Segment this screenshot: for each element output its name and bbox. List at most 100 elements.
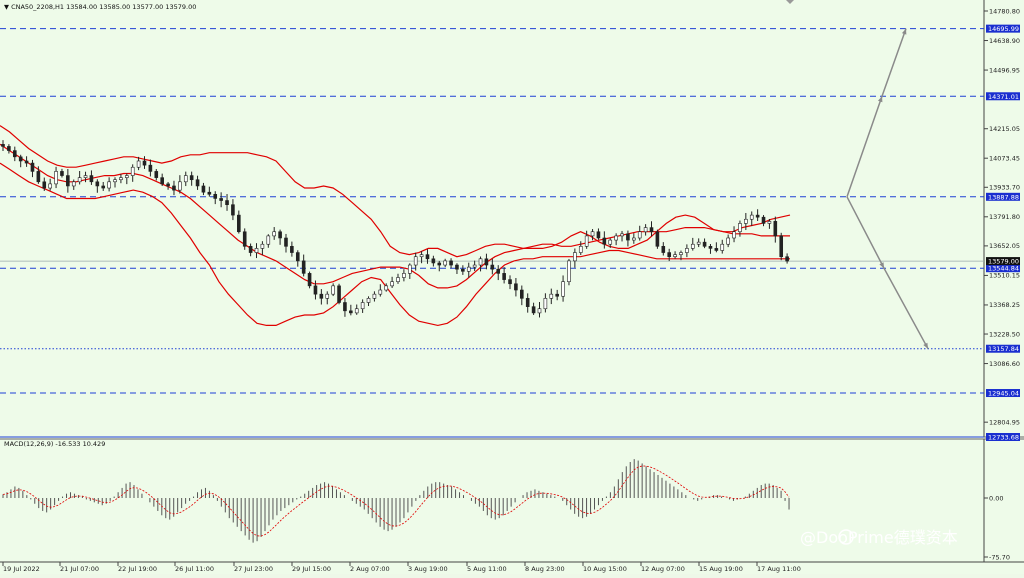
candle-body [113, 179, 117, 183]
candle-body [767, 221, 772, 224]
price-tick-label: 13228.50 [989, 330, 1020, 338]
candle-body [649, 227, 654, 233]
time-tick-label: 27 Jul 23:00 [234, 565, 273, 573]
candle-body [508, 279, 512, 285]
price-tick-label: 14638.90 [989, 37, 1020, 45]
level-tag-6 [986, 433, 1020, 441]
candle-body [443, 260, 447, 266]
candle-body [602, 237, 607, 245]
arrow-head-icon [879, 262, 884, 269]
candle-body [337, 285, 341, 303]
candle-body [472, 264, 477, 268]
candle-body [295, 252, 300, 262]
candle-body [567, 260, 571, 282]
level-tag-label: 14371.01 [988, 93, 1019, 101]
candle-body [18, 156, 23, 162]
candle-body [531, 306, 536, 314]
candle-body [449, 260, 453, 266]
price-tick-label: 14073.45 [989, 154, 1020, 162]
candle-body [83, 175, 88, 178]
candle-body [584, 235, 589, 247]
time-tick-label: 22 Jul 19:00 [118, 565, 157, 573]
candle-body [313, 285, 318, 295]
candle-body [696, 241, 701, 245]
candle-body [596, 231, 601, 239]
projection-arrows [846, 28, 929, 350]
candle-body [225, 200, 229, 205]
time-tick-label: 19 Jul 2022 [3, 565, 40, 573]
candle-body [573, 252, 577, 262]
candle-body [578, 246, 583, 253]
candle-body [301, 260, 306, 274]
candle-body [366, 298, 371, 303]
candle-body [555, 293, 559, 297]
time-tick-label: 2 Aug 07:00 [350, 565, 390, 573]
candle-body [266, 235, 271, 245]
candle-body [685, 248, 689, 253]
candle-body [431, 258, 436, 264]
candle-body [484, 258, 489, 266]
macd-tick-label: -75.70 [989, 553, 1010, 561]
candle-body [390, 281, 394, 287]
candle-body [779, 235, 784, 258]
price-tick-label: 14780.80 [989, 7, 1020, 15]
candle-body [325, 293, 330, 299]
candle-body [372, 293, 377, 299]
candle-body [537, 308, 542, 314]
candle-body [237, 214, 241, 233]
macd-header: MACD(12,26,9) -16.533 10.429 [4, 440, 105, 448]
candle-body [673, 254, 677, 258]
candle-body [7, 146, 11, 151]
level-tag-label: 13157.84 [988, 345, 1019, 353]
level-tag-label: 12945.04 [988, 390, 1019, 398]
candle-body [248, 246, 253, 253]
candle-body [402, 273, 406, 278]
price-tick-label: 13933.70 [989, 184, 1020, 192]
time-tick-label: 10 Aug 15:00 [583, 565, 627, 573]
candle-body [148, 164, 153, 172]
candle-body [514, 283, 518, 291]
candle-body [667, 252, 671, 258]
candle-body [690, 243, 695, 249]
level-tags: 14695.99 14371.01 13887.88 13544.84 13157.84… [986, 24, 1020, 442]
candle-body [413, 256, 418, 266]
bollinger-upper-line [0, 125, 791, 258]
candle-body [466, 266, 471, 272]
candle-body [502, 273, 506, 280]
level-tag-2 [986, 192, 1020, 201]
candle-body [773, 221, 778, 237]
candle-body [231, 204, 235, 216]
level-tag-0 [986, 24, 1020, 33]
candle-body [643, 227, 648, 233]
candle-body [272, 231, 276, 237]
time-tick-label: 29 Jul 15:00 [292, 565, 331, 573]
level-tag-3 [986, 264, 1020, 273]
level-tag-label: 12733.68 [988, 434, 1019, 442]
down-projection-arrow [846, 196, 929, 350]
candle-body [608, 239, 613, 245]
candle-body [278, 231, 282, 239]
candle-body [331, 285, 335, 295]
candle-body [242, 231, 247, 247]
chart-shift-marker[interactable] [786, 0, 794, 4]
candle-body [702, 241, 707, 247]
candle-body [520, 289, 524, 299]
candle-body [254, 248, 259, 253]
candle-body [626, 233, 630, 241]
candle-body [89, 175, 94, 183]
candle-body [319, 293, 324, 299]
candle-body [136, 160, 141, 168]
candle-body [614, 235, 618, 241]
candle-body [119, 177, 123, 181]
candle-body [655, 231, 660, 247]
time-tick-label: 8 Aug 23:00 [525, 565, 565, 573]
candle-body [290, 246, 294, 253]
candle-body [195, 179, 200, 187]
candle-body [561, 281, 565, 297]
candle-body [30, 162, 35, 172]
arrow-head-icon [901, 28, 907, 35]
level-tag-1 [986, 92, 1020, 101]
